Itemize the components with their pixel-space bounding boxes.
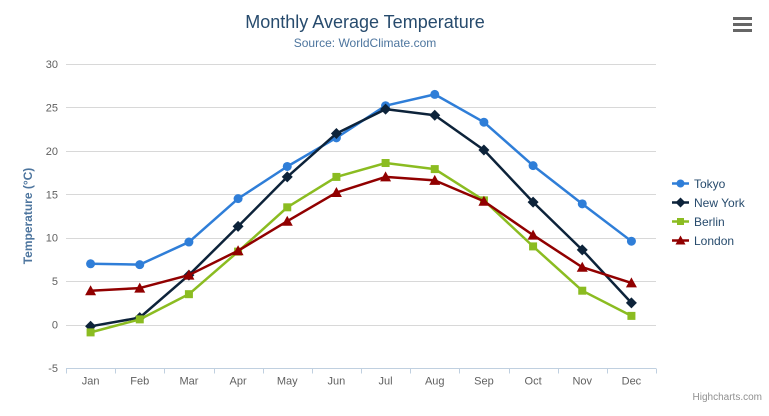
data-point-tokyo-nov[interactable] (577, 199, 587, 209)
x-tick-label: Sep (474, 376, 494, 388)
hamburger-icon (733, 17, 752, 20)
series-line-berlin (89, 161, 633, 334)
legend-label: New York (694, 195, 745, 210)
data-point-london-feb[interactable] (134, 282, 146, 293)
y-tick-label: 10 (46, 233, 58, 245)
x-tick-label: Apr (230, 376, 247, 388)
x-tick-label: Oct (525, 376, 542, 388)
chart-title: Monthly Average Temperature (245, 12, 485, 32)
series-london (85, 171, 637, 296)
data-point-tokyo-dec[interactable] (626, 236, 636, 246)
data-point-tokyo-aug[interactable] (430, 89, 440, 99)
legend-symbol[interactable] (675, 197, 686, 208)
data-point-berlin-jul[interactable] (381, 159, 390, 168)
hamburger-icon (733, 29, 752, 32)
legend-symbol[interactable] (676, 179, 685, 188)
y-tick-label: 0 (52, 320, 58, 332)
data-point-berlin-dec[interactable] (627, 311, 636, 320)
data-point-berlin-jun[interactable] (332, 172, 341, 181)
data-point-tokyo-may[interactable] (282, 161, 292, 171)
data-point-new-york-jul[interactable] (380, 103, 392, 115)
data-point-new-york-apr[interactable] (232, 220, 244, 232)
data-point-tokyo-apr[interactable] (233, 194, 243, 204)
data-point-berlin-mar[interactable] (184, 290, 193, 299)
y-tick-label: 20 (46, 146, 58, 158)
data-point-tokyo-feb[interactable] (135, 260, 145, 270)
data-point-new-york-may[interactable] (281, 171, 293, 183)
hamburger-icon (733, 23, 752, 26)
data-point-london-sep[interactable] (478, 195, 490, 206)
data-point-new-york-oct[interactable] (527, 196, 539, 208)
data-point-tokyo-oct[interactable] (528, 161, 538, 171)
data-point-london-mar[interactable] (183, 269, 195, 280)
legend-label: London (694, 233, 735, 248)
x-tick-label: Feb (130, 376, 149, 388)
data-point-berlin-jan[interactable] (86, 328, 95, 337)
legend-label: Berlin (694, 214, 725, 229)
x-tick-label: Jun (328, 376, 346, 388)
data-point-berlin-aug[interactable] (430, 165, 439, 174)
data-point-london-aug[interactable] (429, 174, 441, 185)
x-tick-label: Nov (572, 376, 592, 388)
data-point-berlin-feb[interactable] (135, 315, 144, 324)
legend-item-tokyo[interactable]: Tokyo (672, 174, 745, 193)
data-point-tokyo-mar[interactable] (184, 237, 194, 247)
data-point-london-jan[interactable] (85, 285, 97, 296)
y-tick-label: 30 (46, 59, 58, 71)
series-line-new-york (89, 107, 633, 328)
y-tick-label: 25 (46, 102, 58, 114)
data-point-berlin-nov[interactable] (578, 286, 587, 295)
x-tick-label: Dec (622, 376, 642, 388)
x-tick-label: Aug (425, 376, 445, 388)
legend-item-london[interactable]: London (672, 231, 745, 250)
credits-link[interactable]: Highcharts.com (692, 392, 762, 403)
series-new-york (85, 103, 637, 332)
data-point-london-nov[interactable] (576, 261, 588, 272)
data-point-tokyo-jan[interactable] (86, 259, 96, 269)
legend-symbol[interactable] (675, 235, 686, 245)
data-point-london-jun[interactable] (330, 187, 342, 198)
data-point-london-jul[interactable] (380, 171, 392, 182)
data-point-berlin-may[interactable] (283, 203, 292, 212)
legend-label: Tokyo (694, 176, 726, 191)
x-tick-label: Jul (379, 376, 393, 388)
x-tick-label: Mar (179, 376, 198, 388)
legend-item-berlin[interactable]: Berlin (672, 212, 745, 231)
export-menu-button[interactable] (733, 17, 752, 35)
series-line-london (89, 175, 633, 292)
legend-marker-circle-icon (672, 179, 689, 188)
x-tick-label: Jan (82, 376, 100, 388)
data-point-berlin-oct[interactable] (529, 242, 538, 251)
data-point-new-york-aug[interactable] (429, 109, 441, 121)
data-point-london-apr[interactable] (232, 245, 244, 256)
series-tokyo (86, 89, 636, 270)
data-point-new-york-jun[interactable] (330, 127, 342, 139)
data-point-new-york-sep[interactable] (478, 144, 490, 156)
chart-subtitle: Source: WorldClimate.com (293, 36, 437, 50)
legend-marker-diamond-icon (672, 197, 689, 208)
data-point-new-york-dec[interactable] (625, 297, 637, 309)
x-tick-label: May (277, 376, 298, 388)
y-tick-label: 5 (52, 276, 58, 288)
legend-marker-square-icon (672, 218, 689, 225)
data-point-london-dec[interactable] (625, 277, 637, 288)
data-point-new-york-nov[interactable] (576, 244, 588, 256)
data-point-london-oct[interactable] (527, 229, 539, 240)
legend-symbol[interactable] (677, 218, 684, 225)
data-point-london-may[interactable] (281, 215, 293, 226)
legend-item-new-york[interactable]: New York (672, 193, 745, 212)
data-point-tokyo-sep[interactable] (479, 117, 489, 127)
y-tick-label: -5 (48, 363, 58, 375)
y-tick-label: 15 (46, 189, 58, 201)
legend: Tokyo New York Berlin London (672, 174, 745, 250)
legend-marker-triangle-icon (672, 235, 689, 245)
